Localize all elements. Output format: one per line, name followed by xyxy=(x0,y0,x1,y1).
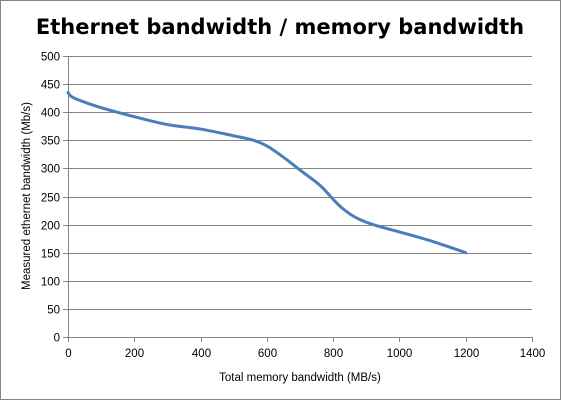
y-tick-label-5: 250 xyxy=(41,193,60,205)
y-tick-label-10: 500 xyxy=(41,52,60,64)
y-tick-label-3: 150 xyxy=(41,249,60,261)
y-axis-label: Measured ethernet bandwidth (Mb/s) xyxy=(21,102,33,290)
x-tick-label-4: 800 xyxy=(324,348,343,360)
y-tick-label-8: 400 xyxy=(41,108,60,120)
x-tick-label-0: 0 xyxy=(65,348,71,360)
x-tick-label-5: 1000 xyxy=(387,348,413,360)
y-tick-label-9: 450 xyxy=(41,80,60,92)
y-tick-label-6: 300 xyxy=(41,164,60,176)
gridlines xyxy=(68,56,532,310)
y-tick-label-7: 350 xyxy=(41,136,60,148)
x-tick-label-2: 400 xyxy=(192,348,211,360)
x-tick-label-3: 600 xyxy=(258,348,277,360)
x-tick-label-6: 1200 xyxy=(454,348,480,360)
y-tick-labels: 0 50 100 150 200 250 300 350 400 450 500 xyxy=(41,52,60,345)
y-tick-label-1: 50 xyxy=(47,305,60,317)
x-tick-label-1: 200 xyxy=(125,348,144,360)
y-tick-label-4: 200 xyxy=(41,221,60,233)
series-line-0 xyxy=(66,91,468,255)
chart-title: Ethernet bandwidth / memory bandwidth xyxy=(36,15,524,39)
series-lines xyxy=(66,91,468,255)
x-axis-label: Total memory bandwidth (MB/s) xyxy=(219,372,381,384)
axes xyxy=(63,56,533,342)
y-tick-label-2: 100 xyxy=(41,277,60,289)
x-tick-label-7: 1400 xyxy=(520,348,546,360)
x-tick-labels: 0 200 400 600 800 1000 1200 1400 xyxy=(65,348,545,360)
y-tick-label-0: 0 xyxy=(54,333,60,345)
